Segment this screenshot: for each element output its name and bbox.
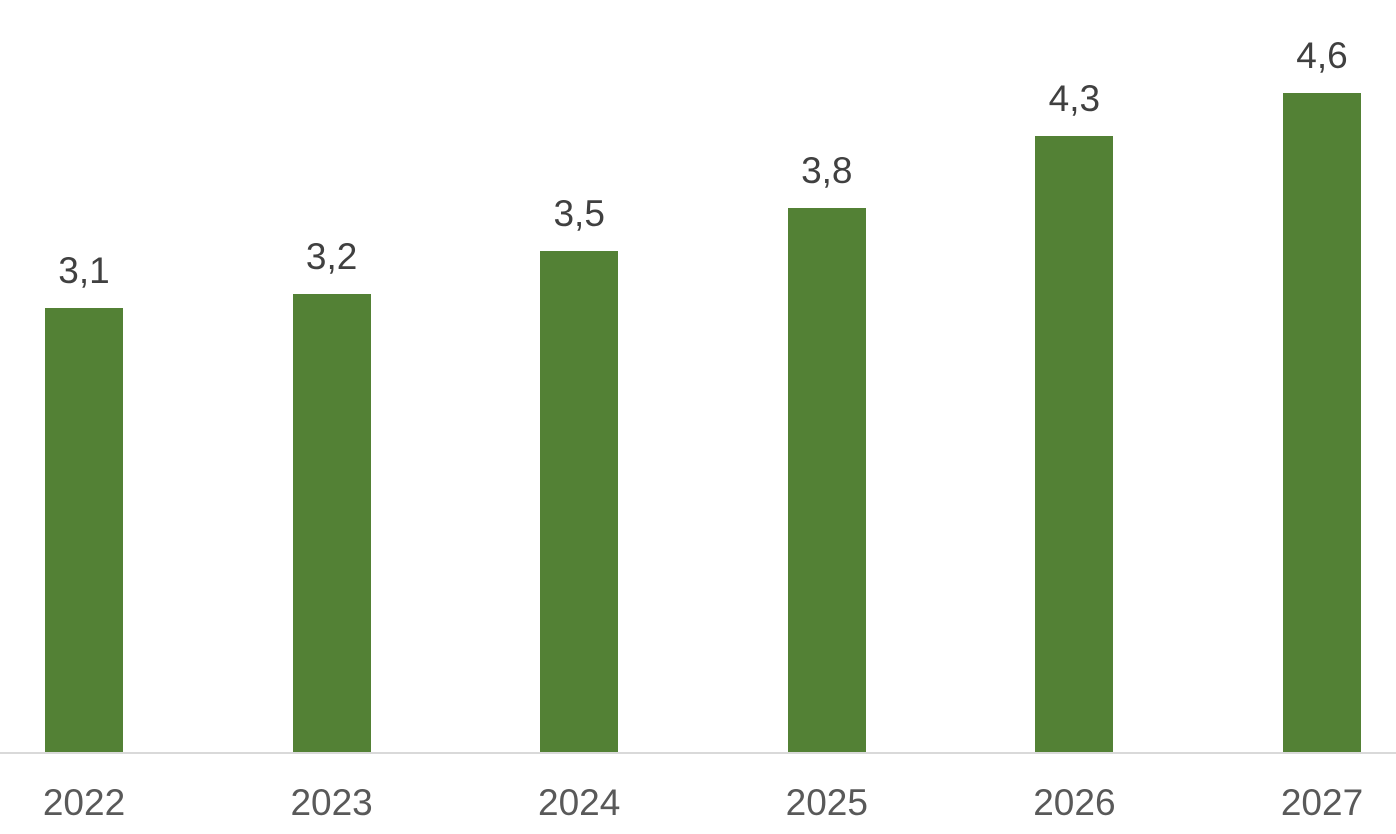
x-axis-label: 2023 xyxy=(290,782,373,823)
value-label: 4,6 xyxy=(1296,35,1348,76)
bar xyxy=(787,208,866,753)
value-label: 3,8 xyxy=(801,150,853,191)
x-axis-label: 2026 xyxy=(1033,782,1116,823)
value-label: 4,3 xyxy=(1048,78,1101,119)
bar xyxy=(1283,93,1361,753)
x-axis-label: 2022 xyxy=(42,782,126,823)
value-label: 3,5 xyxy=(553,193,605,234)
x-axis-label: 2027 xyxy=(1280,782,1364,823)
value-label: 3,1 xyxy=(58,250,110,291)
x-axis-line xyxy=(0,752,1396,754)
value-label: 3,2 xyxy=(305,236,358,277)
bar xyxy=(540,251,619,753)
bar xyxy=(45,308,123,753)
x-axis-label: 2024 xyxy=(538,782,621,823)
x-axis-label: 2025 xyxy=(785,782,868,823)
bar xyxy=(1035,136,1114,753)
bar xyxy=(292,294,371,753)
